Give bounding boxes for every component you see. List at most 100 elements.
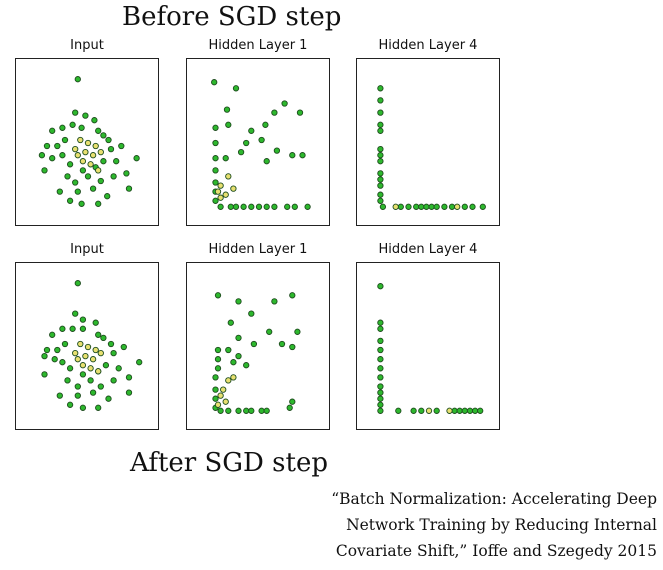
scatter-point-outer [377,182,384,189]
scatter-point-outer [243,407,250,414]
scatter-panel-after-3 [356,262,500,430]
scatter-point-inner [95,368,102,375]
scatter-point-inner [74,356,81,363]
panel-title-before-1: Input [70,38,104,53]
scatter-point-outer [461,407,468,414]
scatter-point-outer [377,97,384,104]
scatter-point-outer [248,203,255,210]
scatter-point-outer [91,117,98,124]
scatter-point-outer [78,200,85,207]
scatter-point-outer [377,197,384,204]
scatter-point-outer [377,191,384,198]
scatter-point-inner [82,352,89,360]
scatter-point-outer [74,280,81,287]
scatter-point-outer [79,371,87,378]
scatter-point-outer [61,136,69,144]
scatter-point-outer [304,203,311,210]
scatter-point-outer [214,356,222,363]
scatter-point-outer [271,203,278,210]
scatter-point-inner [95,167,102,174]
scatter-point-outer [227,203,234,210]
scatter-point-outer [250,340,258,348]
scatter-point-outer [289,398,296,405]
scatter-point-outer [377,109,384,116]
scatter-point-outer [232,85,240,92]
scatter-point-inner [77,136,84,144]
scatter-point-outer [72,109,79,116]
scatter-point-outer [74,383,81,390]
scatter-point-outer [377,325,384,332]
scatter-point-outer [377,365,384,372]
scatter-point-inner [84,139,92,147]
scatter-point-outer [56,188,63,195]
scatter-point-outer [413,203,420,210]
scatter-point-outer [212,139,219,147]
scatter-point-outer [235,334,242,342]
scatter-point-outer [51,356,58,363]
scatter-point-outer [428,203,435,210]
scatter-point-outer [41,167,48,174]
scatter-point-outer [240,203,247,210]
scatter-point-outer [66,161,74,168]
scatter-point-outer [377,407,384,414]
scatter-point-inner [220,386,227,393]
scatter-point-outer [296,109,304,116]
scatter-point-inner [217,182,224,189]
scatter-point-outer [59,325,66,332]
scatter-point-outer [441,203,448,210]
scatter-point-outer [237,148,245,156]
scatter-point-outer [217,203,224,210]
scatter-plot [38,76,140,207]
scatter-point-outer [248,310,255,317]
scatter-point-outer [69,325,76,332]
scatter-point-inner [214,188,222,195]
scatter-point-outer [377,401,384,408]
scatter-point-outer [61,340,69,348]
scatter-point-outer [377,176,384,183]
scatter-point-outer [271,109,278,116]
scatter-point-inner [214,401,222,408]
scatter-point-outer [95,200,102,207]
scatter-point-outer [43,346,51,354]
scatter-point-outer [107,145,115,153]
scatter-point-outer [377,170,384,177]
scatter-point-outer [38,152,46,159]
scatter-point-outer [377,395,384,402]
scatter-panel-before-1 [15,58,159,226]
scatter-point-outer [102,362,110,369]
scatter-point-outer [133,155,140,162]
scatter-point-inner [72,349,79,357]
scatter-point-outer [97,383,104,390]
scatter-point-outer [294,328,301,335]
scatter-point-outer [395,407,402,414]
scatter-point-outer [286,404,293,411]
panel-title-after-1: Input [70,242,104,257]
scatter-point-outer [248,407,255,414]
scatter-point-outer [405,203,412,210]
scatter-point-outer [59,152,66,159]
scatter-point-outer [466,407,474,414]
scatter-point-outer [222,155,229,162]
scatter-point-outer [49,155,56,162]
scatter-point-outer [72,310,79,317]
scatter-point-inner [454,203,461,210]
citation-line-1: “Batch Normalization: Accelerating Deep [331,490,657,508]
scatter-point-inner [230,374,237,381]
scatter-point-outer [78,124,85,131]
scatter-point-outer [54,346,61,354]
scatter-point-outer [89,389,97,396]
scatter-panel-before-2 [186,58,330,226]
scatter-point-inner [217,392,224,399]
scatter-point-outer [110,377,117,384]
scatter-point-inner [92,346,99,354]
scatter-point-outer [377,383,384,390]
scatter-point-outer [104,193,111,200]
scatter-point-outer [377,85,384,92]
scatter-point-outer [56,392,63,399]
scatter-point-outer [59,359,66,366]
scatter-point-outer [212,395,219,402]
scatter-point-outer [258,407,265,414]
scatter-point-outer [377,389,384,396]
scatter-point-outer [289,343,296,351]
scatter-point-outer [255,203,263,210]
